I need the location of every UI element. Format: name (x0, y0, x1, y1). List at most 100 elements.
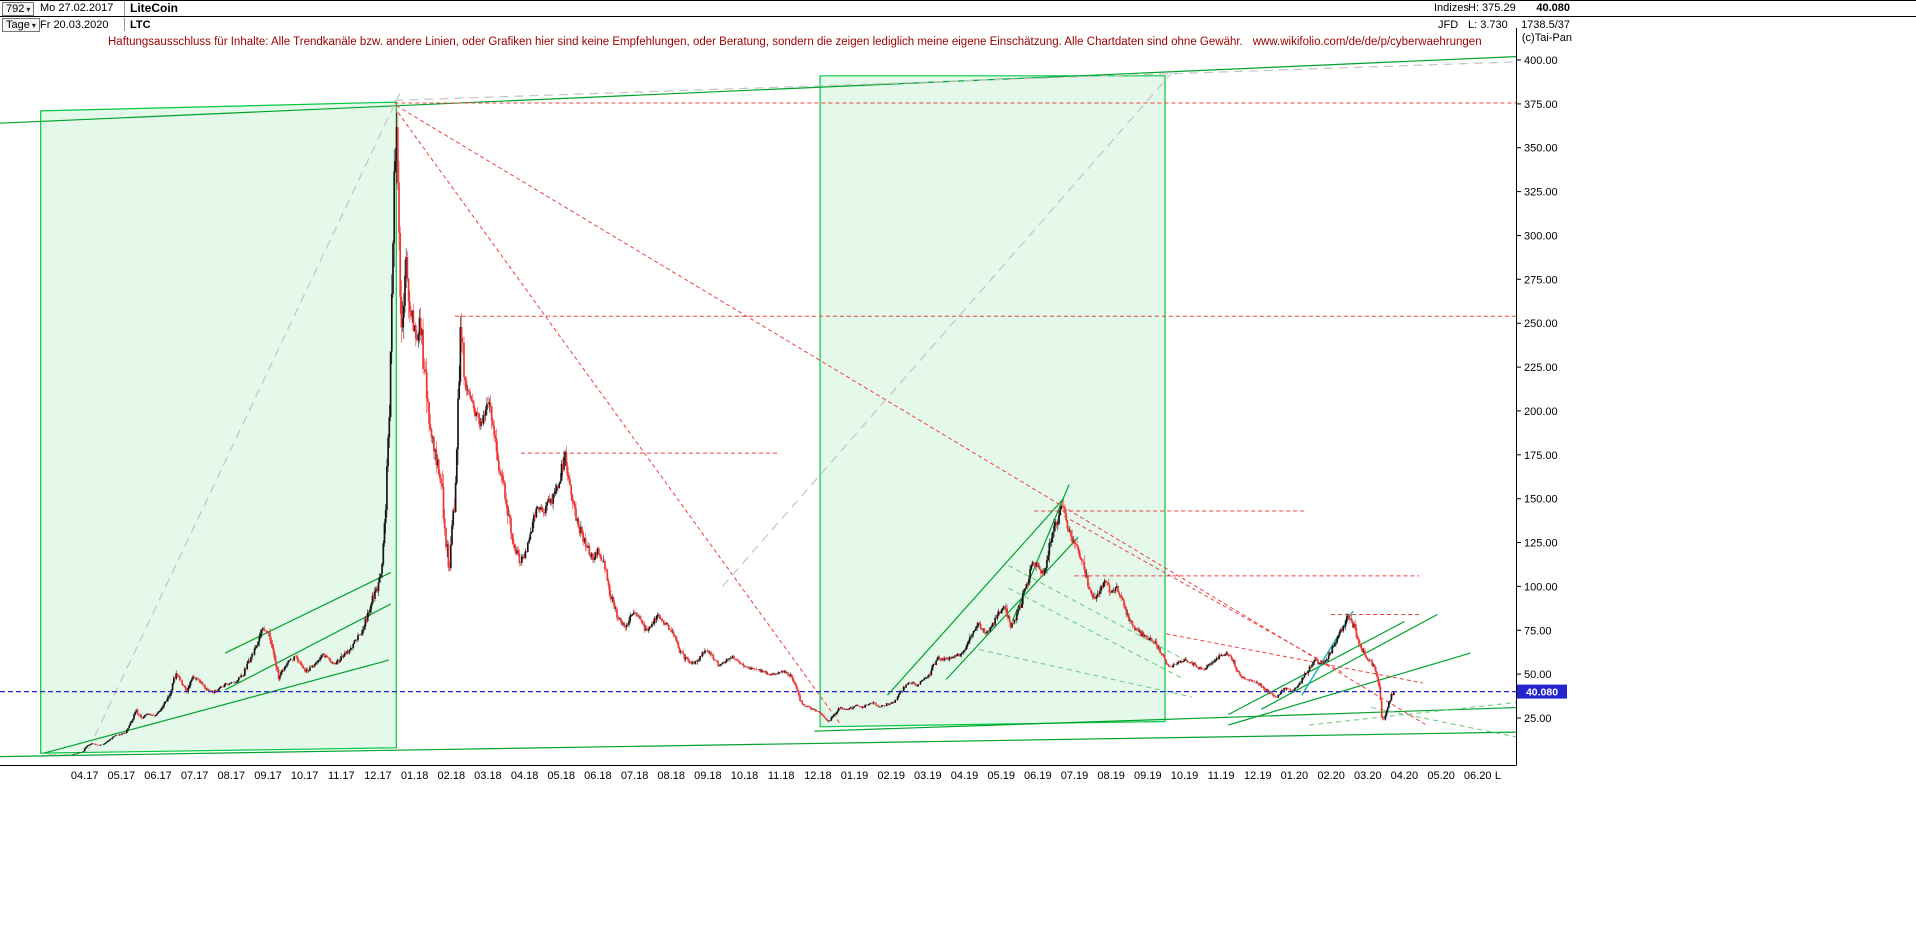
x-tick-label: 07.19 (1061, 770, 1089, 782)
fan-2020-rising (1309, 701, 1516, 726)
y-tick-label: 300.00 (1524, 231, 1558, 243)
y-tick-label: 325.00 (1524, 187, 1558, 199)
x-tick-label: 09.19 (1134, 770, 1162, 782)
long-upper-trendline (0, 55, 1516, 124)
trend-2019-inner (945, 536, 1079, 680)
downtrend-2019 (1057, 512, 1343, 673)
x-tick-label: 04.18 (511, 770, 539, 782)
downtrend-2020 (1166, 633, 1423, 684)
up-candle-bodies (42, 127, 1395, 756)
current-price-display: 40.080 (1536, 2, 1570, 14)
fan-2019-b (1008, 587, 1185, 680)
x-tick-label: 05.19 (987, 770, 1015, 782)
instrument-name: LiteCoin (130, 1, 178, 15)
x-tick-label: 07.17 (181, 770, 209, 782)
y-tick-label: 225.00 (1524, 362, 1558, 374)
broker-label: JFD (1438, 19, 1459, 31)
x-tick-label: 08.17 (218, 770, 246, 782)
trend-2020-a (1228, 620, 1405, 716)
x-tick-label: 03.20 (1354, 770, 1382, 782)
x-tick-label: 04.20 (1391, 770, 1419, 782)
x-tick-label: 05.17 (108, 770, 136, 782)
bars-count-dropdown[interactable]: 792 ▾ (2, 2, 35, 16)
candles-layer (41, 111, 1395, 756)
start-date: Mo 27.02.2017 (40, 2, 114, 14)
trendlines-layer (0, 55, 1516, 758)
indizes-label: Indizes (1434, 2, 1469, 14)
channels-layer (40, 75, 1166, 754)
x-tick-label: 06.19 (1024, 770, 1052, 782)
x-tick-label: 12.18 (804, 770, 832, 782)
x-tick-label: 05.18 (547, 770, 575, 782)
downtrend-steep (397, 112, 841, 724)
x-tick-label: 03.18 (474, 770, 502, 782)
disclaimer: Haftungsausschluss für Inhalte: Alle Tre… (108, 36, 1482, 48)
y-tick-label: 75.00 (1524, 625, 1552, 637)
gray-channel-upper (394, 61, 1516, 101)
x-tick-label: 01.20 (1281, 770, 1309, 782)
x-tick-label: 12.17 (364, 770, 392, 782)
x-tick-label: 01.19 (841, 770, 869, 782)
y-tick-label: 275.00 (1524, 274, 1558, 286)
axis-layer: 400.00 375.00 350.00 325.00 300.00 275.00 250.… (0, 28, 1558, 782)
trend-2020-c (1261, 613, 1438, 710)
trend-2017-support (44, 659, 390, 754)
x-tick-label: 05.20 (1427, 770, 1455, 782)
y-tick-label: 250.00 (1524, 318, 1558, 330)
trend-2020-teal (1301, 610, 1354, 696)
range-low-value: L: 3.730 (1468, 19, 1508, 31)
header-divider (0, 16, 1916, 17)
trend-2017-channel-lower (224, 603, 392, 691)
trend-2020-b (1228, 652, 1471, 726)
gray-channel-2019 (722, 68, 1176, 587)
trend-2019-support (887, 498, 1064, 696)
x-tick-label: 10.18 (731, 770, 759, 782)
trend-2019-steep (1011, 484, 1070, 622)
x-tick-label: 12.19 (1244, 770, 1272, 782)
bars-count-value: 792 (6, 3, 25, 15)
timeframe-dropdown[interactable]: Tage ▾ (2, 18, 40, 32)
gray-channel-2017 (87, 93, 401, 750)
x-tick-label: 08.18 (657, 770, 685, 782)
disclaimer-url[interactable]: www.wikifolio.com/de/de/p/cyberwaehrunge… (1252, 36, 1482, 48)
copyright: (c)Tai-Pan (1521, 32, 1572, 44)
extra-price-display: 1738.5/37 (1521, 19, 1570, 31)
fan-2019-a (1008, 564, 1193, 665)
trend-2017-channel-upper (224, 571, 392, 654)
x-tick-label: 09.18 (694, 770, 722, 782)
trend-channel-2019 (819, 75, 1166, 728)
fan-2020-falling (1371, 707, 1516, 738)
range-high-value: H: 375.29 (1468, 2, 1516, 14)
current-price-tag-label: 40.080 (1526, 687, 1558, 699)
y-tick-label: 125.00 (1524, 538, 1558, 550)
long-lower-support (0, 731, 1516, 758)
down-candle-bodies (41, 127, 1394, 756)
timeframe-value: Tage (6, 19, 30, 31)
x-tick-label: 09.17 (254, 770, 282, 782)
y-tick-label: 200.00 (1524, 406, 1558, 418)
header-separator (124, 18, 125, 31)
symbol-label: LTC (130, 19, 151, 31)
y-tick-label: 25.00 (1524, 713, 1552, 725)
y-tick-label: 375.00 (1524, 99, 1558, 111)
y-tick-label: 150.00 (1524, 494, 1558, 506)
y-tick-label: 100.00 (1524, 581, 1558, 593)
x-tick-label: 11.17 (328, 770, 355, 782)
chevron-down-icon: ▾ (26, 5, 31, 14)
fan-2019-c (979, 649, 1192, 698)
chevron-down-icon: ▾ (31, 21, 36, 30)
disclaimer-text: Haftungsausschluss für Inhalte: Alle Tre… (108, 36, 1243, 48)
x-tick-label: 04.17 (71, 770, 99, 782)
x-tick-label: 06.18 (584, 770, 612, 782)
x-tick-label: 11.19 (1208, 770, 1235, 782)
x-tick-label: 06.20 (1464, 770, 1492, 782)
y-tick-label: 400.00 (1524, 55, 1558, 67)
y-tick-label: 50.00 (1524, 669, 1552, 681)
x-tick-label: 10.19 (1171, 770, 1199, 782)
x-tick-label: 01.18 (401, 770, 429, 782)
end-date: Fr 20.03.2020 (40, 19, 109, 31)
x-tick-label: 04.19 (951, 770, 979, 782)
current-price-tag (1517, 684, 1567, 699)
